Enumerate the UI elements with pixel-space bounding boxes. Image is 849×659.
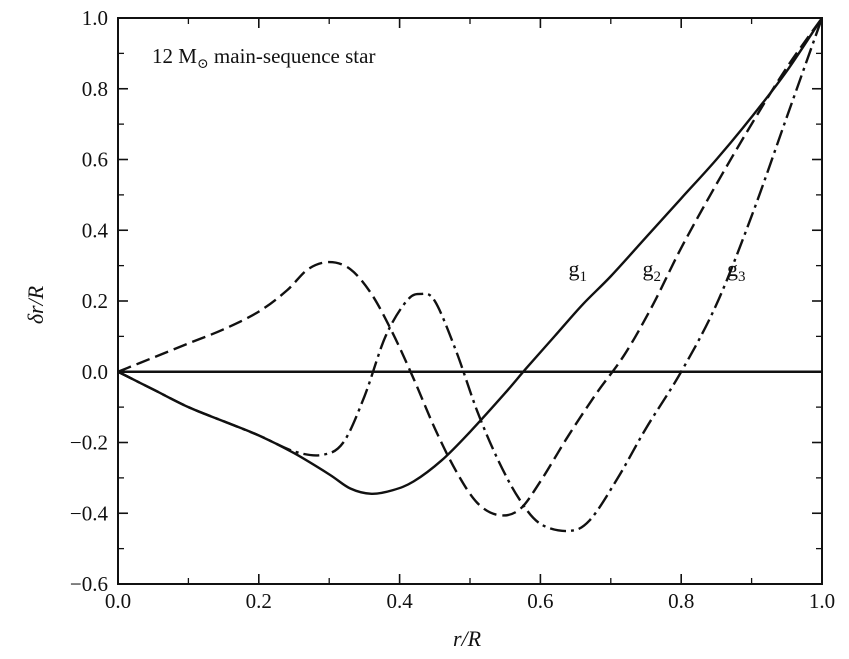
y-tick-label: 1.0 (82, 6, 108, 30)
star-annotation: 12 M⊙ main-sequence star (152, 44, 375, 72)
y-axis-label: δr/R (23, 285, 48, 324)
x-tick-label: 0.8 (668, 589, 694, 613)
sun-symbol: ⊙ (197, 57, 209, 72)
x-tick-label: 0.0 (105, 589, 131, 613)
x-tick-label: 1.0 (809, 589, 835, 613)
y-tick-label: 0.4 (82, 218, 109, 242)
series-line-g3 (117, 17, 824, 533)
series-lines (117, 17, 824, 533)
curve-label-g1: g1 (569, 256, 588, 285)
ticks: 0.0 0.2 0.4 0.6 0.8 1.0 −0.6 −0.4 −0.2 0.0 0.2 0.4 0… (70, 6, 835, 613)
y-tick-label: 0.0 (82, 360, 108, 384)
y-tick-label: −0.4 (70, 501, 109, 525)
annotation-suffix: main-sequence star (209, 44, 376, 68)
axes (117, 17, 823, 585)
y-tick-label: −0.2 (70, 431, 108, 455)
x-tick-label: 0.4 (386, 589, 413, 613)
y-tick-label: 0.6 (82, 148, 108, 172)
plot-frame (117, 17, 823, 585)
x-axis-label: r/R (453, 626, 482, 651)
curve-label-g2: g2 (642, 256, 661, 285)
y-tick-label: 0.2 (82, 289, 108, 313)
series-line-g2 (117, 17, 823, 517)
x-tick-label: 0.2 (246, 589, 272, 613)
y-tick-label: 0.8 (82, 77, 108, 101)
y-tick-label: −0.6 (70, 572, 108, 596)
annotation-prefix: 12 M (152, 44, 197, 68)
curve-label-g3: g3 (727, 256, 746, 285)
curve-labels: g1 g2 g3 (569, 256, 746, 285)
x-tick-label: 0.6 (527, 589, 553, 613)
